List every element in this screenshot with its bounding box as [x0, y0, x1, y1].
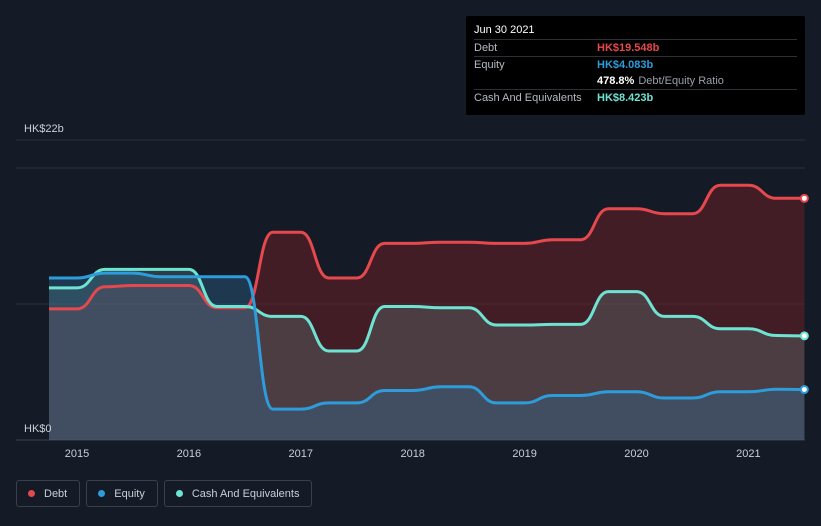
area-debt [49, 185, 805, 440]
tooltip-row-cash: Cash And Equivalents HK$8.423b [474, 89, 797, 106]
area-cash-and-equivalents [49, 269, 805, 440]
debt-dot-icon [28, 490, 35, 497]
x-axis: 2015 2016 2017 2018 2019 2020 2021 [65, 448, 761, 460]
legend: Debt Equity Cash And Equivalents [16, 480, 313, 507]
tooltip-date: Jun 30 2021 [474, 24, 535, 36]
tooltip-equity-label: Equity [474, 59, 505, 71]
x-tick-label: 2020 [624, 448, 648, 460]
tooltip-cash-value: HK$8.423b [597, 92, 654, 104]
legend-label-equity: Equity [114, 487, 145, 500]
legend-item-equity[interactable]: Equity [86, 480, 158, 507]
equity-dot-icon [98, 490, 106, 497]
end-marker-equity [799, 385, 809, 395]
cash-dot-icon [175, 490, 183, 497]
legend-label-cash: Cash And Equivalents [191, 487, 300, 500]
tooltip-row-equity: Equity HK$4.083b [474, 56, 797, 73]
series-end-markers [799, 193, 809, 395]
x-tick-label: 2021 [736, 448, 760, 460]
end-marker-cash-and-equivalents [799, 331, 809, 341]
area-equity [49, 273, 805, 440]
tooltip-row-ratio: 478.8% Debt/Equity Ratio [474, 73, 797, 89]
x-tick-label: 2015 [65, 448, 89, 460]
tooltip-cash-label: Cash And Equivalents [474, 92, 582, 104]
x-tick-label: 2019 [512, 448, 536, 460]
tooltip-row-debt: Debt HK$19.548b [474, 39, 797, 56]
legend-item-debt[interactable]: Debt [16, 480, 81, 507]
legend-label-debt: Debt [44, 487, 68, 500]
x-tick-label: 2016 [177, 448, 201, 460]
tooltip-ratio-label: Debt/Equity Ratio [638, 75, 724, 87]
y-axis: HK$22b HK$0 [24, 123, 64, 435]
x-tick-label: 2018 [400, 448, 424, 460]
tooltip-panel: Jun 30 2021 Debt HK$19.548b Equity HK$4.… [466, 16, 805, 115]
tooltip-equity-value: HK$4.083b [597, 59, 654, 71]
x-tick-label: 2017 [289, 448, 313, 460]
series-areas [49, 185, 805, 440]
end-marker-debt [799, 193, 809, 203]
tooltip-debt-label: Debt [474, 42, 498, 54]
legend-item-cash[interactable]: Cash And Equivalents [163, 480, 313, 507]
y-tick-label: HK$22b [24, 123, 64, 135]
line-equity [49, 271, 805, 411]
line-cash-and-equivalents [48, 267, 805, 353]
tooltip-ratio-value: 478.8% [597, 75, 635, 87]
tooltip-debt-value: HK$19.548b [597, 42, 660, 54]
line-debt [49, 183, 805, 311]
series-lines [48, 183, 805, 411]
y-tick-label: HK$0 [24, 423, 52, 435]
